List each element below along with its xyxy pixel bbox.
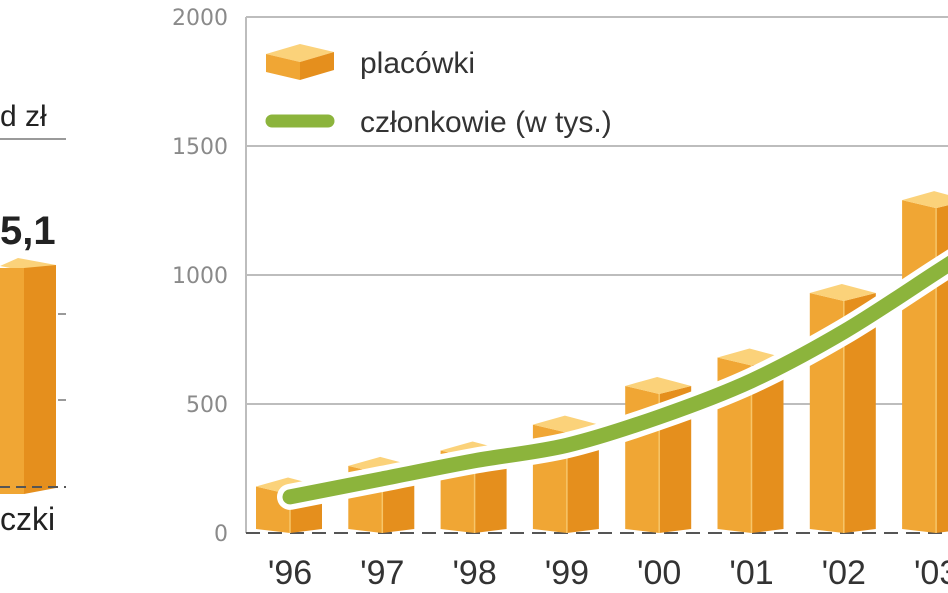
bar-top: [902, 191, 948, 209]
x-tick-label: '98: [452, 554, 496, 592]
legend-bars-label: placówki: [360, 47, 475, 80]
y-tick-label: 1000: [172, 264, 228, 289]
x-tick-label: '97: [360, 554, 404, 592]
y-tick-label: 0: [214, 522, 228, 547]
left-bar-front: [0, 268, 24, 494]
x-tick-label: '00: [637, 554, 681, 592]
left-value-label: 5,1: [0, 209, 56, 253]
bar-front: [902, 200, 937, 533]
y-tick-label: 500: [186, 393, 228, 418]
left-unit-label: d zł: [0, 100, 47, 133]
x-tick-label: '03: [914, 554, 948, 592]
bar-top: [809, 284, 876, 302]
legend-line-label: członkowie (w tys.): [360, 106, 612, 139]
x-axis: '96 '97 '98 '99 '00 '01 '02 '03: [268, 554, 948, 592]
x-tick-label: '96: [268, 554, 312, 592]
bar-side: [751, 357, 784, 533]
line-path: [282, 255, 948, 505]
left-bar-side: [24, 265, 56, 494]
x-tick-label: '02: [822, 554, 866, 592]
bar-top: [625, 376, 692, 394]
y-tick-label: 1500: [172, 135, 228, 160]
legend-bar-swatch: [266, 44, 334, 80]
y-axis: 0 500 1000 1500 2000: [172, 6, 228, 547]
x-tick-label: '01: [729, 554, 773, 592]
bar: [902, 191, 948, 533]
y-tick-label: 2000: [172, 6, 228, 31]
x-tick-label: '99: [545, 554, 589, 592]
bar-side: [843, 293, 876, 533]
left-category-label: czki: [0, 501, 55, 537]
legend: placówki członkowie (w tys.): [257, 44, 612, 139]
line-series: [277, 249, 948, 510]
bar-side: [936, 205, 948, 533]
left-panel: d zł 5,1 czki: [0, 100, 66, 537]
